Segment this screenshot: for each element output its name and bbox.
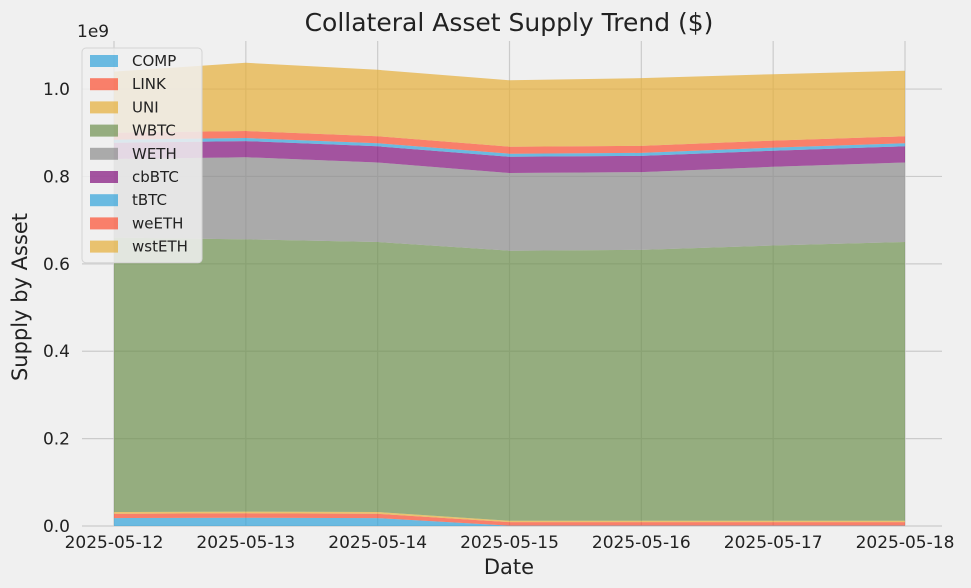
stacked-areas [114, 62, 905, 526]
legend-label: WETH [132, 145, 177, 163]
legend: COMP LINK UNI WBTC WETH cbBTC tBTC weETH wstETH [81, 47, 203, 264]
area-tbtc [114, 138, 905, 157]
legend-swatch [90, 78, 118, 91]
legend-label: UNI [132, 98, 159, 116]
area-cbbtc [114, 141, 905, 173]
x-tick-label: 2025-05-14 [328, 533, 427, 553]
x-axis-label: Date [484, 555, 534, 579]
y-axis-offset-text: 1e9 [77, 22, 109, 42]
area-wbtc [114, 237, 905, 521]
y-tick-label: 0.8 [43, 167, 70, 187]
legend-label: COMP [132, 52, 176, 70]
y-tick-label: 0.0 [43, 517, 70, 537]
legend-swatch [90, 194, 118, 207]
legend-swatch [90, 217, 118, 230]
y-tick-label: 0.6 [43, 255, 70, 275]
area-link [114, 513, 905, 526]
y-tick-labels: 0.0 0.2 0.4 0.6 0.8 1.0 [43, 80, 70, 537]
legend-label: tBTC [132, 191, 167, 209]
x-tick-label: 2025-05-18 [856, 533, 955, 553]
y-axis-label: Supply by Asset [8, 213, 32, 381]
x-tick-label: 2025-05-15 [460, 533, 559, 553]
legend-swatch [90, 171, 118, 183]
y-tick-label: 0.4 [43, 342, 70, 362]
y-tick-label: 1.0 [43, 80, 70, 100]
area-weth [114, 157, 905, 251]
legend-label: WBTC [132, 122, 176, 140]
x-tick-label: 2025-05-16 [592, 533, 691, 553]
legend-label: cbBTC [132, 168, 179, 186]
x-tick-labels: 2025-05-12 2025-05-13 2025-05-14 2025-05-15… [65, 533, 955, 553]
legend-swatch [90, 124, 118, 137]
y-tick-label: 0.2 [43, 430, 70, 450]
legend-label: LINK [132, 75, 167, 93]
legend-swatch [90, 101, 118, 114]
x-tick-label: 2025-05-17 [724, 533, 823, 553]
legend-swatch [90, 147, 118, 160]
x-tick-label: 2025-05-13 [196, 533, 295, 553]
area-comp [114, 517, 905, 526]
chart-title: Collateral Asset Supply Trend ($) [305, 8, 714, 37]
area-weeth [114, 131, 905, 154]
x-tick-label: 2025-05-12 [65, 533, 164, 553]
legend-label: wstETH [132, 238, 188, 256]
legend-label: weETH [132, 214, 183, 232]
area-uni [114, 511, 905, 523]
area-wsteth [114, 62, 905, 147]
legend-swatch [90, 55, 118, 67]
legend-swatch [90, 240, 118, 253]
